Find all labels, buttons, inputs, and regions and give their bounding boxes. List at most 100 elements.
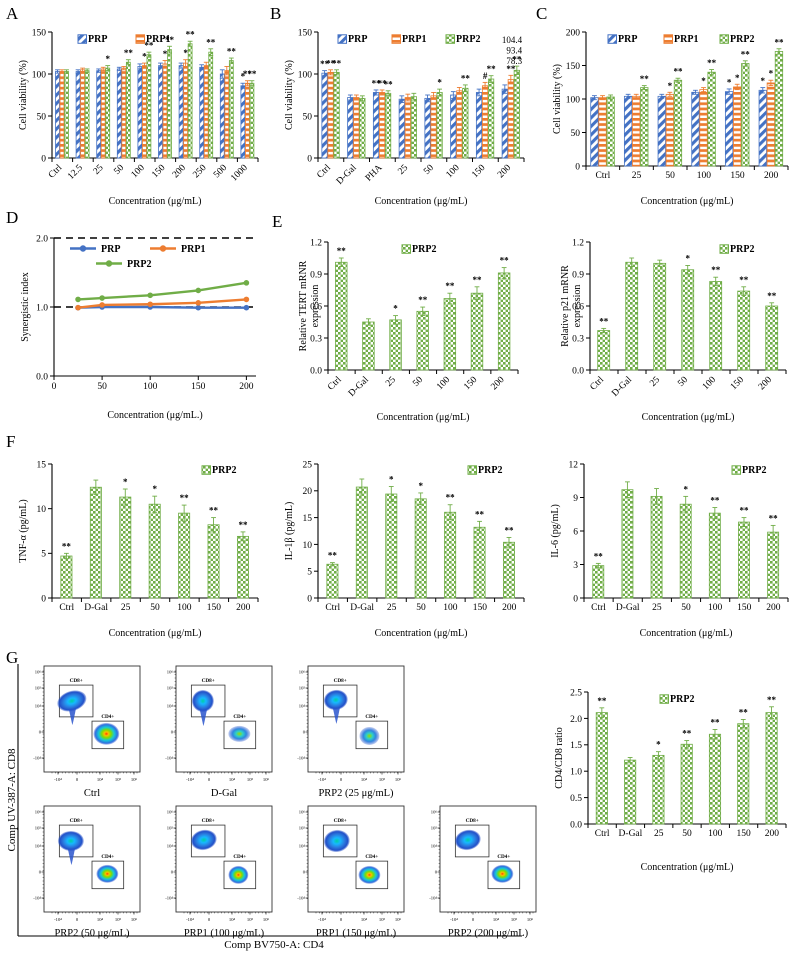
flow-y-tick: 10⁶	[35, 670, 42, 675]
bar-prp1-Ctrl	[59, 71, 65, 159]
x-tick-label: Ctrl	[591, 603, 606, 613]
bar-prp1-50	[121, 67, 127, 159]
flow-y-tick: -10⁴	[165, 756, 173, 761]
bar-prp2-150	[737, 290, 751, 371]
flow-y-tick: 0	[303, 730, 306, 735]
flow-x-tick: 0	[76, 917, 79, 922]
x-tick-label: PHA	[364, 163, 385, 184]
bar-prp2-DGal	[355, 486, 368, 599]
bar-prp-50	[116, 68, 122, 159]
flow-population-cd4	[491, 864, 514, 883]
y-tick-label: 10	[303, 541, 313, 551]
bar-prp2-150	[738, 521, 750, 599]
flow-population-cd8	[454, 829, 481, 851]
x-tick-label: 250	[191, 163, 208, 180]
bar-prp2-200	[765, 712, 778, 825]
flow-x-tick: 10⁶	[395, 777, 402, 782]
bar-prp1-50	[665, 93, 675, 167]
panel-b: 0 50 100 150 Cell viability (%) ** ** ** ** ** ** *…	[274, 14, 532, 207]
bar-prp2-200	[767, 531, 780, 599]
x-tick-label: 200	[239, 382, 254, 392]
flow-x-tick: 10⁶	[131, 777, 138, 782]
bar-prp2-25	[410, 96, 417, 159]
y-tick-label: 10	[37, 505, 47, 515]
y-tick-label: 100	[566, 95, 581, 105]
x-tick-label: 25	[92, 163, 106, 177]
y-axis-label: CD4/CD8 ratio	[554, 727, 565, 788]
flow-x-tick: -10⁴	[186, 777, 194, 782]
x-tick-label: D-Gal	[616, 603, 640, 613]
flow-y-tick: 10⁶	[299, 810, 306, 815]
bar-prp2-DGal	[621, 489, 634, 599]
x-tick-label: 100	[177, 603, 192, 613]
flow-population-cd4	[359, 726, 380, 745]
bar-prp2-Ctrl	[595, 712, 608, 825]
significance-mark: **	[739, 506, 749, 516]
x-tick-label: 200	[496, 163, 513, 180]
flow-x-tick: 10⁶	[263, 917, 270, 922]
flow-y-tick: 0	[171, 870, 174, 875]
panel-f1: 0 5 10 15 TNF-α (pg/mL) ** * * ** ** ** Ctrl D-Gal 25…	[8, 446, 266, 639]
bar-prp1-200	[183, 62, 188, 159]
flow-x-tick: 10⁵	[511, 917, 518, 922]
significance-mark: **	[337, 246, 347, 256]
x-tick-label: 150	[470, 163, 487, 180]
bar-prp2-200	[774, 51, 784, 167]
x-tick-label: 25	[121, 603, 131, 613]
gate-label-cd8: CD8+	[334, 818, 347, 824]
significance-mark: **	[504, 525, 514, 535]
flow-population-tail	[332, 707, 340, 724]
bar-prp-Ctrl	[590, 97, 599, 167]
legend-label-prp2: PRP2	[412, 244, 436, 255]
bar-prp1-Ctrl	[598, 97, 607, 167]
flow-plot-title: PRP2 (50 μg/mL)	[54, 928, 130, 939]
legend-label-prp2: PRP2	[127, 259, 151, 270]
bar-prp1-25	[100, 68, 106, 159]
chart-d: 0.0 1.0 2.0 0 50 100 150 200 Synergistic index Co…	[20, 234, 256, 421]
legend-label-prp1: PRP1	[181, 244, 205, 255]
flow-x-tick: 10⁶	[395, 917, 402, 922]
legend-label-prp2: PRP2	[478, 465, 502, 476]
bar-prp-200	[178, 65, 184, 159]
panel-a: 0 50 100 150 Cell viability (%) * ** * ** * ** * ** *…	[8, 14, 266, 207]
x-tick-label: 150	[473, 603, 488, 613]
flow-y-tick: 10⁵	[299, 826, 306, 831]
bar-prp2-25	[389, 319, 402, 371]
bar-prp2-DGal	[624, 759, 637, 825]
panel-letter-E: E	[272, 212, 283, 231]
x-tick-label: D-Gal	[335, 163, 359, 187]
flow-x-tick: -10⁴	[54, 917, 62, 922]
legend: PRP PRP1 PRP2	[607, 34, 754, 45]
flow-plot-5: 10⁶ 10⁵ 10⁴ 0 -10⁴ -10⁴ 0 10⁴ 10⁵ 10⁶ CD8+ CD4+ PRP1…	[297, 805, 405, 939]
bar-prp2-DGal	[362, 321, 375, 371]
flow-y-tick: 10⁵	[35, 686, 42, 691]
y-tick-label: 9	[573, 494, 578, 504]
bar-prp1-1000	[245, 82, 250, 159]
bar-prp1-25	[632, 95, 641, 167]
flow-x-tick: 0	[340, 917, 343, 922]
bar-prp2-50	[681, 269, 695, 371]
flow-x-tick: 10⁶	[263, 777, 270, 782]
bar-prp2-200	[513, 69, 520, 159]
significance-mark: *	[183, 48, 188, 58]
point-prp	[195, 304, 202, 311]
significance-mark: **	[594, 551, 604, 561]
gate-label-cd4: CD4+	[101, 714, 114, 720]
significance-mark: **	[238, 520, 248, 530]
x-tick-label: Ctrl	[315, 163, 333, 181]
bar-prp2-150	[167, 49, 172, 159]
significance-mark: **	[711, 265, 721, 275]
legend-label-prp: PRP	[348, 34, 367, 45]
bar-prp2-200	[497, 272, 511, 371]
bar-prp1-PHA	[378, 92, 386, 159]
x-tick-label: 50	[676, 375, 690, 389]
significance-mark: **	[472, 275, 482, 285]
flow-plot-title: PRP1 (150 μg/mL)	[316, 928, 397, 939]
gate-label-cd4: CD4+	[365, 714, 378, 720]
flow-x-tick: -10⁴	[186, 917, 194, 922]
significance-mark: **	[445, 281, 455, 291]
x-tick-label: 100	[708, 603, 723, 613]
